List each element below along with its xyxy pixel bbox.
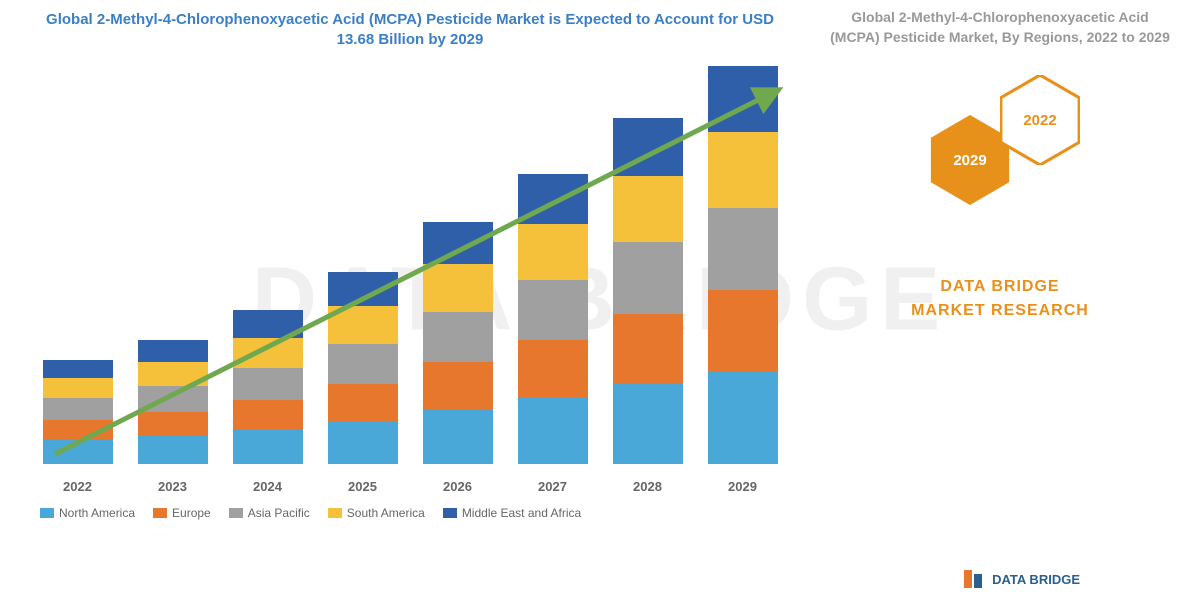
legend-swatch [443,508,457,518]
x-axis-label: 2028 [613,479,683,494]
bar-segment [328,306,398,344]
bar-segment [138,362,208,386]
bar-segment [708,66,778,132]
bar-segment [138,412,208,436]
bar-segment [328,344,398,384]
bar-segment [423,312,493,362]
bar-group [138,340,208,464]
bar-segment [138,436,208,464]
bar-segment [233,400,303,430]
year-hexagon: 2029 [930,115,1010,205]
bars-container [30,64,790,464]
x-axis-label: 2025 [328,479,398,494]
right-panel-title: Global 2-Methyl-4-Chlorophenoxyacetic Ac… [820,0,1180,55]
hexagon-label: 2022 [1023,112,1056,129]
bar-group [613,118,683,464]
hexagon-label: 2029 [953,152,986,169]
bar-segment [138,340,208,362]
chart-panel: Global 2-Methyl-4-Chlorophenoxyacetic Ac… [20,10,800,590]
brand-text: DATA BRIDGE MARKET RESEARCH [820,275,1180,323]
bar-segment [518,280,588,340]
legend-swatch [328,508,342,518]
bar-segment [138,386,208,412]
x-axis-labels: 2022 2023 2024 2025 2026 2027 2028 2029 [30,479,790,494]
legend-swatch [229,508,243,518]
bar-group [43,360,113,464]
bar-segment [43,420,113,440]
x-axis-label: 2026 [423,479,493,494]
legend-item: South America [328,506,425,520]
bar-segment [518,174,588,224]
bar-segment [613,242,683,314]
bar-segment [233,430,303,464]
legend-label: Europe [172,506,211,520]
bar-segment [613,118,683,176]
bar-segment [423,264,493,312]
legend-label: Middle East and Africa [462,506,581,520]
x-axis-label: 2023 [138,479,208,494]
bar-segment [423,222,493,264]
year-hexagon: 2022 [1000,75,1080,165]
bar-group [233,310,303,464]
legend-swatch [153,508,167,518]
chart-title: Global 2-Methyl-4-Chlorophenoxyacetic Ac… [20,10,800,49]
bar-segment [328,272,398,306]
x-axis-label: 2022 [43,479,113,494]
chart-area: 2022 2023 2024 2025 2026 2027 2028 2029 [30,64,790,494]
legend-swatch [40,508,54,518]
bar-segment [423,410,493,464]
bar-segment [708,132,778,208]
bar-segment [233,310,303,338]
bar-segment [233,368,303,400]
bar-segment [233,338,303,368]
legend-item: Europe [153,506,211,520]
hexagon-container: 2029 2022 [820,75,1180,215]
bar-group [708,66,778,464]
bar-group [423,222,493,464]
legend-item: Middle East and Africa [443,506,581,520]
bar-segment [708,290,778,372]
bar-group [328,272,398,464]
chart-legend: North America Europe Asia Pacific South Ame… [40,506,800,520]
bar-segment [328,422,398,464]
right-panel: Global 2-Methyl-4-Chlorophenoxyacetic Ac… [820,0,1180,580]
bar-segment [43,360,113,378]
bar-segment [43,378,113,398]
bar-segment [518,340,588,398]
bar-segment [613,176,683,242]
legend-item: North America [40,506,135,520]
bar-segment [43,398,113,420]
bar-segment [328,384,398,422]
bar-segment [613,384,683,464]
legend-item: Asia Pacific [229,506,310,520]
bar-segment [518,398,588,464]
legend-label: Asia Pacific [248,506,310,520]
brand-line-2: MARKET RESEARCH [820,299,1180,323]
bar-segment [518,224,588,280]
x-axis-label: 2029 [708,479,778,494]
bar-group [518,174,588,464]
x-axis-label: 2027 [518,479,588,494]
bar-segment [708,372,778,464]
brand-line-1: DATA BRIDGE [820,275,1180,299]
x-axis-label: 2024 [233,479,303,494]
bar-segment [613,314,683,384]
bar-segment [708,208,778,290]
legend-label: South America [347,506,425,520]
bar-segment [423,362,493,410]
bar-segment [43,440,113,464]
legend-label: North America [59,506,135,520]
